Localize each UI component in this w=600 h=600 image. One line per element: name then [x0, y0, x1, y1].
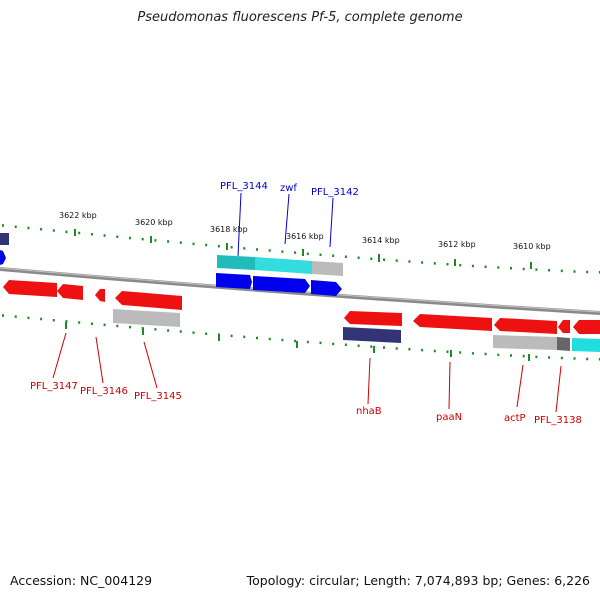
gene-forward-edge-arrow[interactable] — [0, 250, 6, 265]
gene-forward-edge-top[interactable] — [0, 233, 9, 245]
label-pfl3146[interactable]: PFL_3146 — [80, 386, 128, 397]
gene-pfl3147[interactable] — [3, 280, 57, 297]
label-pfl3138[interactable]: PFL_3138 — [534, 415, 582, 426]
gene-actp[interactable] — [494, 318, 557, 334]
gene-pfl3146[interactable] — [95, 289, 105, 302]
gene-pfl3147b[interactable] — [57, 284, 83, 300]
tick-label-3612: 3612 kbp — [438, 240, 476, 249]
label-pfl3142[interactable]: PFL_3142 — [311, 187, 359, 198]
gene-actp-gray[interactable] — [493, 335, 557, 350]
topology-text: Topology: circular; Length: 7,074,893 bp… — [246, 573, 590, 588]
gene-zwf-blue[interactable] — [253, 276, 310, 293]
tick-label-3622: 3622 kbp — [59, 211, 97, 220]
tick-label-3618: 3618 kbp — [210, 225, 248, 234]
gene-paan[interactable] — [413, 314, 492, 331]
gene-pfl3138-cyan[interactable] — [572, 338, 600, 352]
gene-actp-gray-dark[interactable] — [557, 337, 570, 351]
label-pfl3145[interactable]: PFL_3145 — [134, 391, 182, 402]
label-paan[interactable]: paaN — [436, 412, 462, 423]
forward-leader-lines — [237, 192, 334, 257]
inner-major-ticks — [65, 322, 530, 361]
gene-pfl3142-gray[interactable] — [312, 261, 343, 276]
accession-text: Accession: NC_004129 — [10, 573, 153, 588]
gene-pfl3144-blue[interactable] — [216, 273, 252, 289]
reverse-leader-lines — [52, 332, 562, 413]
tick-label-3620: 3620 kbp — [135, 218, 173, 227]
label-actp[interactable]: actP — [504, 413, 526, 424]
gene-nhab[interactable] — [344, 311, 402, 326]
gene-zwf-cyan[interactable] — [255, 257, 312, 274]
gene-pfl3138[interactable] — [573, 320, 600, 334]
gene-pfl3145-gray[interactable] — [113, 309, 180, 327]
genome-title: Pseudomonas fluorescens Pf-5, complete g… — [137, 10, 463, 25]
gene-pfl3144-cyan[interactable] — [217, 255, 255, 270]
gene-pfl3142-blue[interactable] — [311, 280, 342, 296]
genome-backbone — [0, 267, 600, 315]
label-pfl3144[interactable]: PFL_3144 — [220, 181, 268, 192]
outer-major-ticks — [74, 229, 532, 269]
gene-nhab-navy[interactable] — [343, 327, 401, 343]
label-zwf[interactable]: zwf — [280, 183, 297, 194]
tick-label-3614: 3614 kbp — [362, 236, 400, 245]
gene-actp-small[interactable] — [558, 320, 570, 333]
label-nhab[interactable]: nhaB — [356, 406, 382, 417]
gene-pfl3145[interactable] — [115, 291, 182, 310]
tick-label-3616: 3616 kbp — [286, 232, 324, 241]
label-pfl3147[interactable]: PFL_3147 — [30, 381, 78, 392]
tick-label-3610: 3610 kbp — [513, 242, 551, 251]
